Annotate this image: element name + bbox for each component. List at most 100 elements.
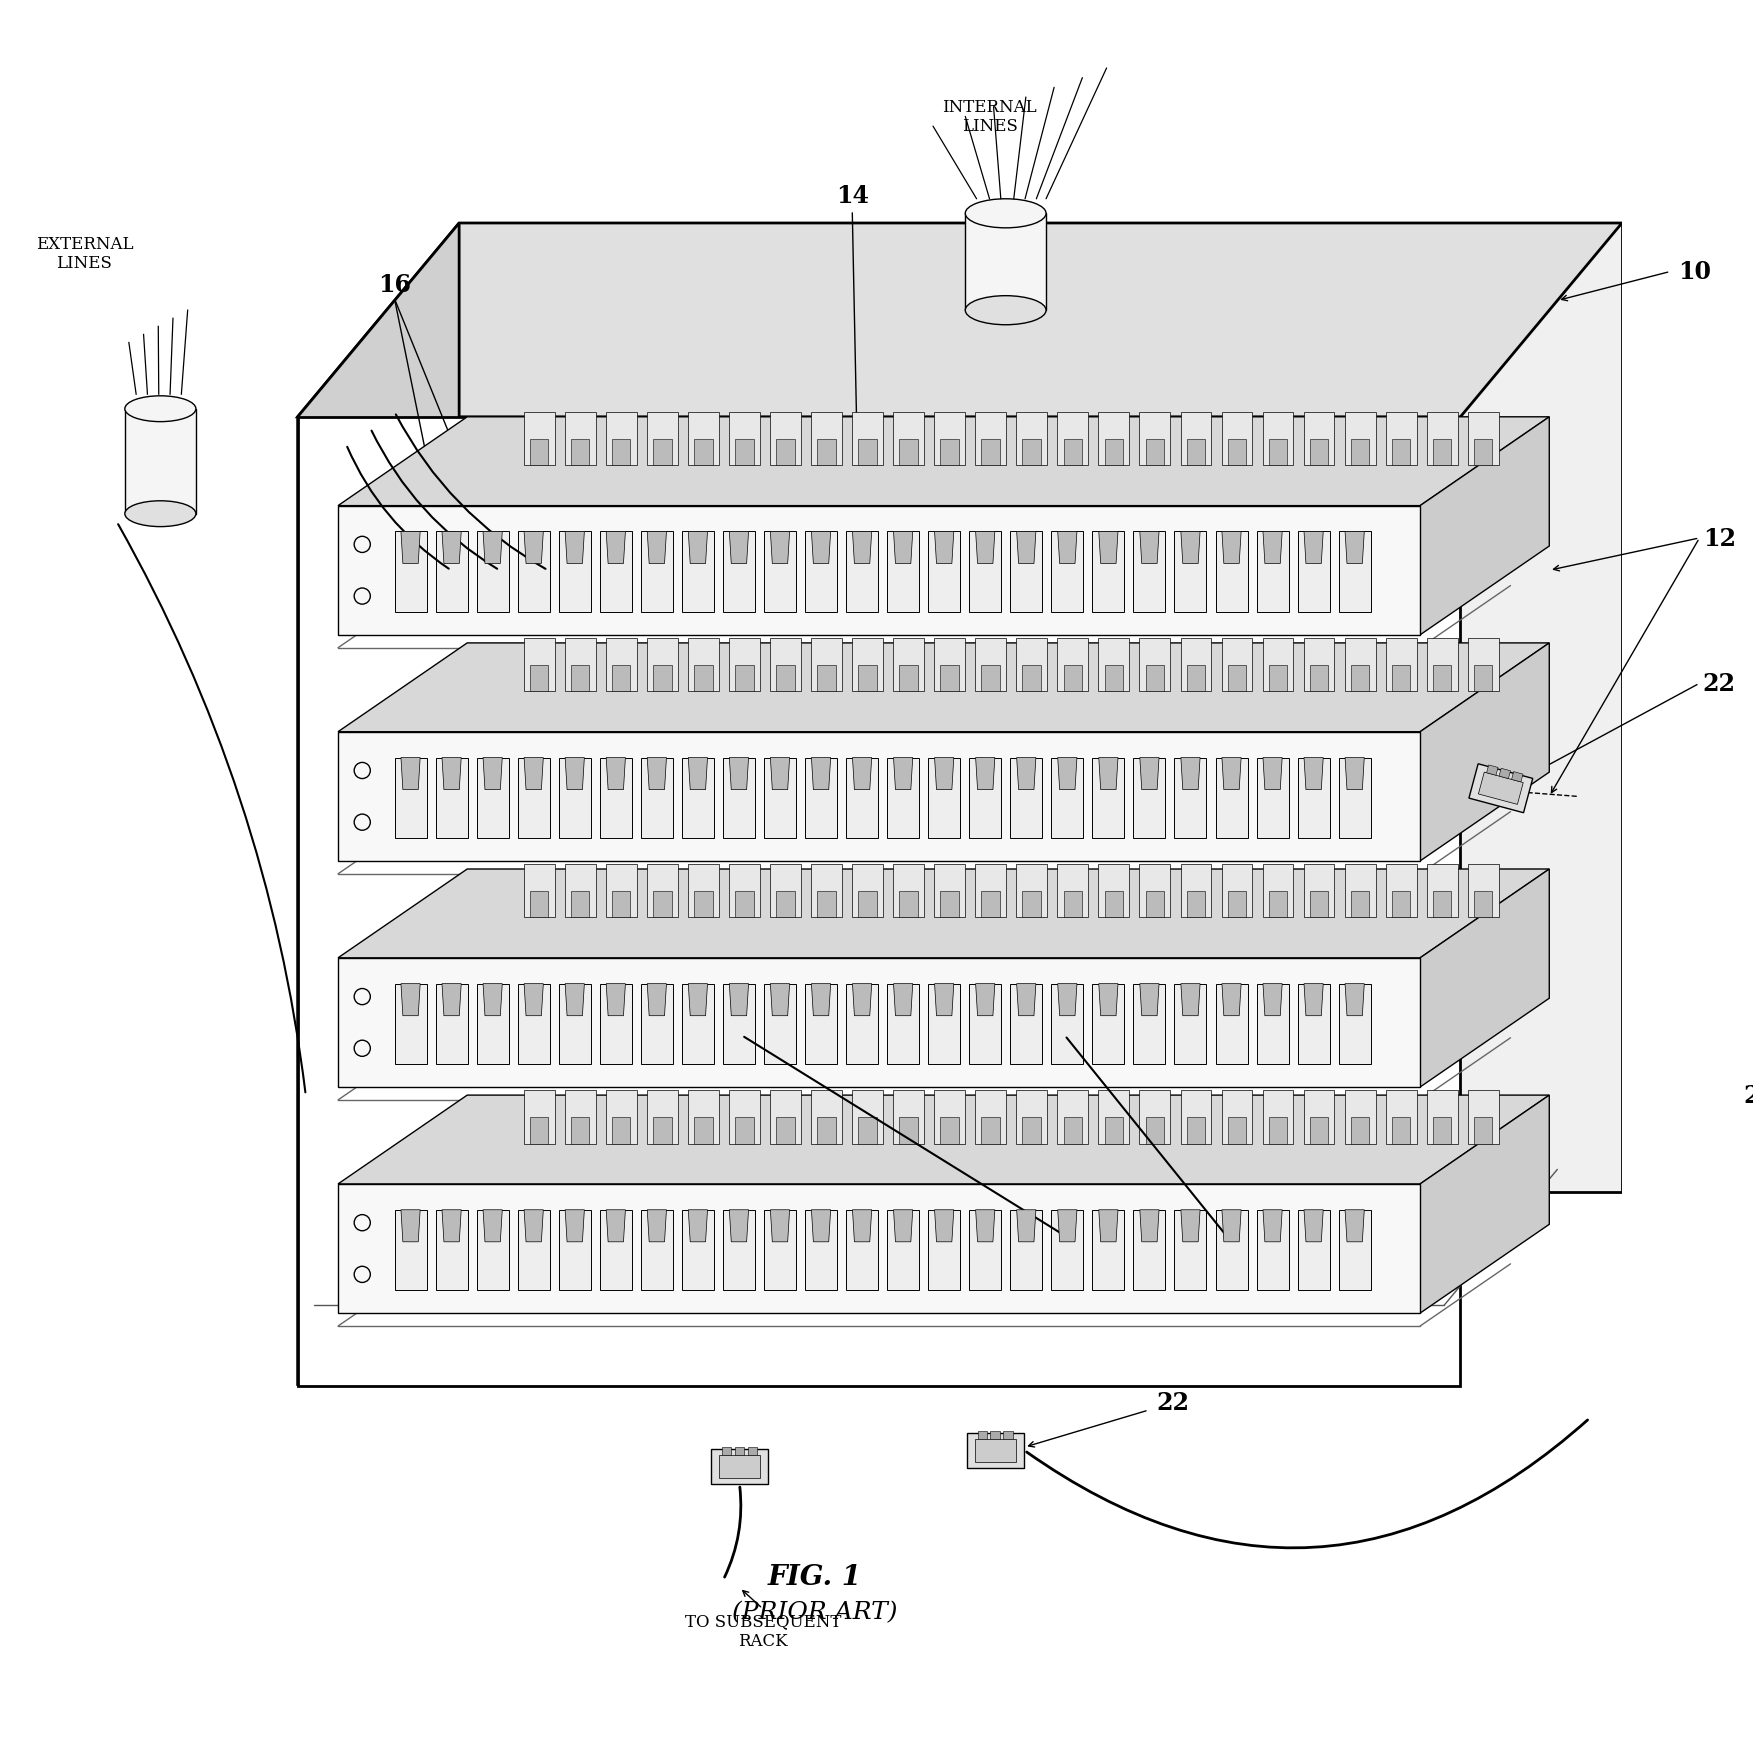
Bar (764, 984, 796, 1064)
Polygon shape (777, 892, 794, 918)
Polygon shape (1099, 984, 1118, 1016)
Bar (927, 532, 961, 612)
Bar (1010, 1210, 1043, 1290)
Bar (1345, 638, 1376, 692)
Polygon shape (1139, 1210, 1159, 1242)
Bar (647, 864, 678, 918)
Polygon shape (735, 440, 754, 466)
Polygon shape (852, 532, 871, 563)
Polygon shape (1187, 892, 1204, 918)
Polygon shape (735, 892, 754, 918)
Polygon shape (770, 1210, 789, 1242)
Polygon shape (1057, 758, 1076, 790)
Bar (735, 1447, 745, 1456)
Bar (607, 1090, 636, 1144)
Bar (564, 638, 596, 692)
Bar (1052, 758, 1083, 838)
Bar (1092, 532, 1124, 612)
Bar (764, 532, 796, 612)
Bar (1387, 412, 1416, 466)
Bar (1052, 532, 1083, 612)
Bar (852, 1090, 884, 1144)
Polygon shape (338, 1096, 1550, 1184)
Bar (1099, 864, 1129, 918)
Polygon shape (1146, 892, 1164, 918)
Bar (687, 864, 719, 918)
Bar (894, 638, 924, 692)
Bar (934, 1090, 964, 1144)
Polygon shape (899, 440, 919, 466)
Polygon shape (1474, 666, 1492, 692)
Polygon shape (859, 666, 876, 692)
Bar (394, 758, 426, 838)
Bar (1339, 984, 1371, 1064)
Bar (1099, 638, 1129, 692)
Polygon shape (735, 1116, 754, 1144)
Polygon shape (1352, 892, 1369, 918)
Polygon shape (1269, 440, 1287, 466)
Polygon shape (654, 440, 671, 466)
Bar (1257, 1210, 1288, 1290)
Polygon shape (612, 1116, 631, 1144)
Bar (968, 1433, 1024, 1468)
Polygon shape (817, 666, 836, 692)
Bar (722, 984, 756, 1064)
Text: TO SUBSEQUENT
RACK: TO SUBSEQUENT RACK (685, 1612, 841, 1649)
Bar (517, 758, 550, 838)
Polygon shape (1304, 1210, 1324, 1242)
Bar (435, 758, 468, 838)
Bar (642, 1210, 673, 1290)
Bar (1297, 532, 1329, 612)
Bar (1427, 638, 1457, 692)
Bar (1387, 638, 1416, 692)
Polygon shape (976, 984, 996, 1016)
Bar (805, 532, 836, 612)
Bar (805, 984, 836, 1064)
Polygon shape (694, 666, 712, 692)
Polygon shape (1262, 1210, 1281, 1242)
Polygon shape (1222, 758, 1241, 790)
Bar (1175, 532, 1206, 612)
Text: EXTERNAL
LINES: EXTERNAL LINES (35, 237, 133, 273)
Bar (1304, 1090, 1334, 1144)
Bar (969, 1210, 1001, 1290)
Bar (564, 864, 596, 918)
Bar (1427, 864, 1457, 918)
Text: FIG. 1: FIG. 1 (768, 1563, 861, 1589)
Bar (1139, 1090, 1171, 1144)
Bar (517, 1210, 550, 1290)
Bar (812, 412, 841, 466)
Bar (975, 1090, 1006, 1144)
Polygon shape (1345, 532, 1364, 563)
Bar (934, 638, 964, 692)
Polygon shape (1474, 892, 1492, 918)
Polygon shape (1392, 440, 1411, 466)
Polygon shape (1182, 758, 1201, 790)
Polygon shape (1432, 1116, 1451, 1144)
Polygon shape (442, 758, 461, 790)
Polygon shape (1104, 892, 1124, 918)
Polygon shape (812, 984, 831, 1016)
Text: 22: 22 (1702, 671, 1735, 696)
Bar (747, 1447, 757, 1456)
Bar (1297, 1210, 1329, 1290)
Bar (764, 1210, 796, 1290)
Bar (764, 758, 796, 838)
Bar (1467, 412, 1499, 466)
Polygon shape (564, 758, 584, 790)
Polygon shape (338, 417, 1550, 506)
Polygon shape (729, 984, 749, 1016)
Bar (1175, 1210, 1206, 1290)
Polygon shape (1222, 984, 1241, 1016)
Polygon shape (1064, 666, 1082, 692)
Bar (1499, 769, 1511, 779)
Polygon shape (1352, 1116, 1369, 1144)
Polygon shape (1474, 1116, 1492, 1144)
Polygon shape (442, 1210, 461, 1242)
Text: 22: 22 (1157, 1389, 1190, 1414)
Bar (338, 1184, 1420, 1313)
Bar (1175, 984, 1206, 1064)
Text: 10: 10 (1678, 261, 1711, 283)
Bar (647, 1090, 678, 1144)
Bar (600, 984, 631, 1064)
